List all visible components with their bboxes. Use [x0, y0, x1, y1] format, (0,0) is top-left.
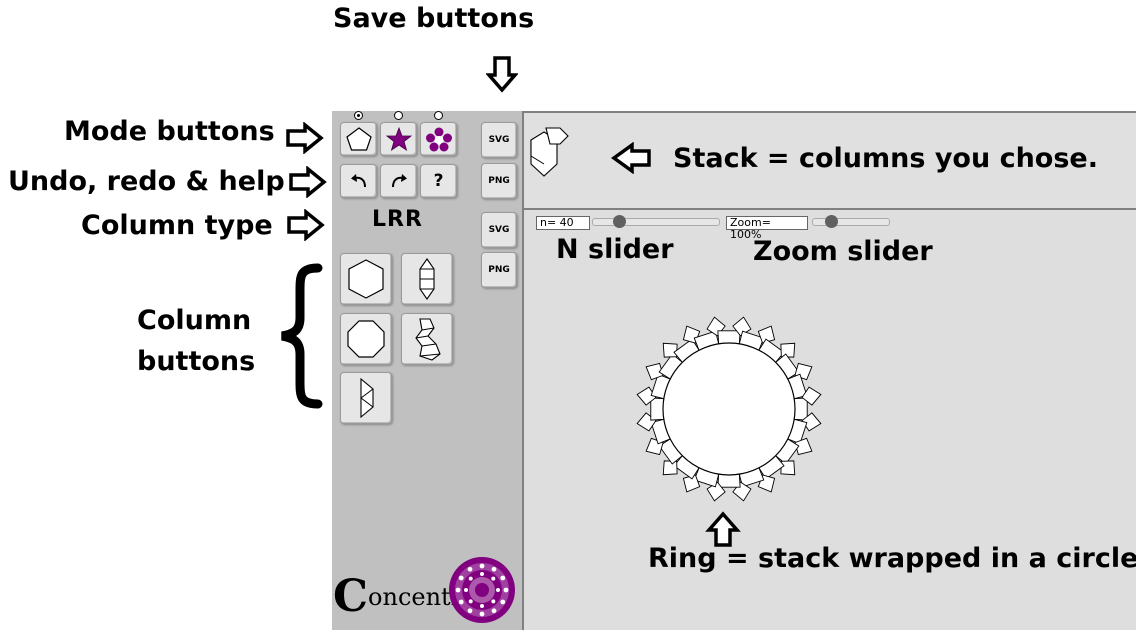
column-hexagon-button[interactable]	[340, 253, 392, 305]
diamond-column-icon	[419, 258, 435, 300]
save-png-button-bottom[interactable]: PNG	[481, 252, 517, 288]
ring-pane	[524, 210, 1136, 630]
stack-annotation: Stack = columns you chose.	[673, 143, 1098, 174]
octagon-icon	[347, 320, 385, 358]
redo-icon	[391, 174, 407, 188]
curly-brace-icon	[281, 263, 323, 409]
zoom-slider[interactable]	[812, 215, 890, 228]
ring-tile	[645, 362, 664, 381]
n-slider-annotation: N slider	[556, 234, 674, 265]
right-arrow-icon	[289, 166, 327, 198]
column-triangle-button[interactable]	[340, 372, 392, 424]
triangle-column-icon	[360, 377, 374, 419]
png-label: PNG	[488, 176, 510, 186]
ring-tile	[682, 474, 701, 493]
hexagon-icon	[348, 259, 384, 299]
ring-tile	[650, 397, 665, 421]
right-arrow-icon	[286, 122, 324, 154]
svg-label: SVG	[488, 135, 510, 145]
mode-buttons-annotation: Mode buttons	[64, 116, 275, 147]
column-type-annotation: Column type	[81, 210, 273, 241]
left-arrow-icon	[611, 142, 651, 174]
concentric-logo-icon	[449, 557, 515, 623]
zoom-value-display: Zoom= 100%	[726, 216, 808, 241]
redo-button[interactable]	[380, 164, 417, 198]
ring-tile	[717, 330, 741, 345]
undo-button[interactable]	[340, 164, 377, 198]
ring-tile	[732, 316, 752, 337]
undo-redo-help-annotation: Undo, redo & help	[8, 166, 285, 197]
flower-icon	[425, 127, 452, 152]
up-arrow-icon	[705, 511, 741, 547]
n-slider-thumb[interactable]	[613, 215, 626, 228]
mode-radio-pentagon[interactable]	[354, 111, 363, 120]
ring-tile	[706, 481, 726, 502]
ring-tile	[780, 460, 796, 476]
help-label: ?	[433, 171, 444, 191]
save-svg-button-bottom[interactable]: SVG	[481, 212, 517, 248]
column-type-label: LRR	[372, 207, 423, 232]
ring-annotation: Ring = stack wrapped in a circle	[648, 543, 1136, 574]
right-arrow-icon	[287, 209, 325, 241]
save-png-button-top[interactable]: PNG	[481, 163, 517, 199]
ring-tile	[662, 342, 678, 358]
ring-tile	[801, 412, 822, 432]
zigzag-column-icon	[415, 318, 441, 361]
png-label: PNG	[488, 265, 510, 275]
column-zigzag-button[interactable]	[401, 313, 453, 365]
undo-icon	[350, 174, 366, 188]
vertical-divider	[522, 111, 524, 630]
ring-tile	[793, 397, 808, 421]
mode-star-button[interactable]	[380, 122, 417, 156]
zoom-slider-annotation: Zoom slider	[753, 236, 933, 267]
column-octagon-button[interactable]	[340, 313, 392, 365]
mode-radio-flower[interactable]	[434, 111, 443, 120]
ring-tile	[662, 460, 678, 476]
ring-tile	[636, 386, 657, 406]
zoom-slider-thumb[interactable]	[825, 215, 838, 228]
stack-preview	[530, 127, 569, 177]
column-buttons-annotation-line2: buttons	[137, 346, 256, 377]
ring-center-circle	[662, 342, 796, 476]
ring-tile	[717, 473, 741, 488]
column-diamond-button[interactable]	[401, 253, 453, 305]
down-arrow-icon	[486, 56, 518, 93]
ring-tile	[780, 342, 796, 358]
pentagon-icon	[345, 127, 372, 151]
ring-tile	[801, 386, 822, 406]
star-icon	[385, 126, 412, 151]
mode-radio-star[interactable]	[394, 111, 403, 120]
ring-canvas	[636, 316, 822, 502]
ring-tile	[794, 437, 813, 456]
svg-label: SVG	[488, 225, 510, 235]
ring-tile	[757, 325, 776, 344]
mode-flower-button[interactable]	[420, 122, 457, 156]
n-value-display: n= 40	[536, 216, 590, 230]
mode-pentagon-button[interactable]	[340, 122, 377, 156]
column-buttons-annotation-line1: Column	[137, 305, 252, 336]
help-button[interactable]: ?	[420, 164, 457, 198]
n-slider[interactable]	[592, 215, 720, 228]
save-svg-button-top[interactable]: SVG	[481, 122, 517, 158]
save-buttons-annotation: Save buttons	[333, 3, 535, 34]
